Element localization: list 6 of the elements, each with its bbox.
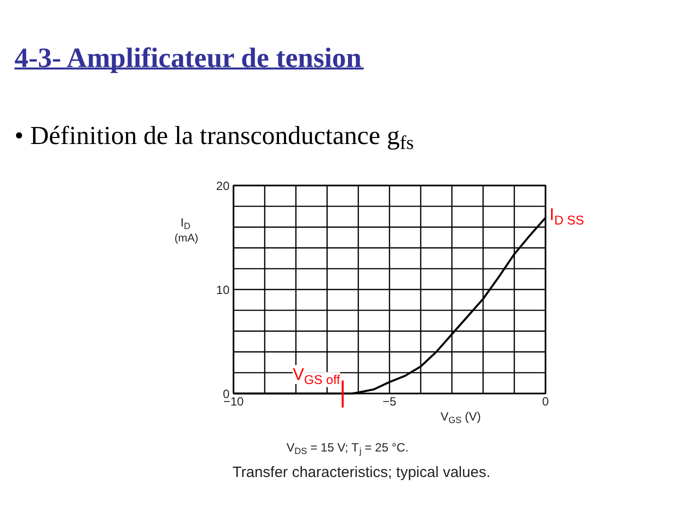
chart-title: 4-3- Amplificateur de tension (14, 43, 362, 74)
text: Transfer characteristics; typical values. (232, 464, 490, 481)
y-tick-label: 20 (216, 179, 230, 193)
x-tick-label: 0 (542, 394, 550, 408)
y-tick-label: 10 (216, 283, 230, 297)
x-tick-label: −5 (382, 394, 397, 408)
